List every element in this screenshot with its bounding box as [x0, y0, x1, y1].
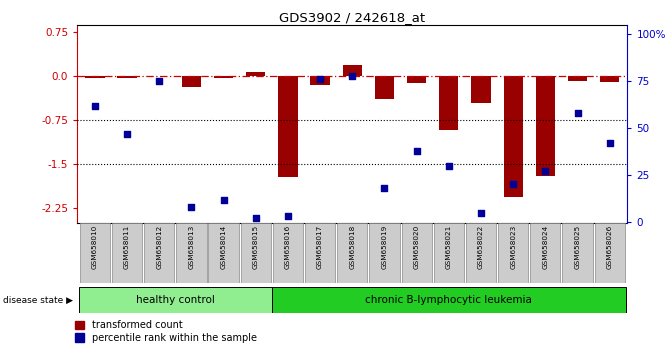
Bar [530, 223, 560, 283]
Text: GSM658020: GSM658020 [413, 225, 419, 269]
Bar [305, 223, 336, 283]
Bar [498, 223, 528, 283]
Bar [562, 223, 592, 283]
Point [540, 169, 551, 174]
Point [605, 140, 615, 146]
Text: chronic B-lymphocytic leukemia: chronic B-lymphocytic leukemia [366, 295, 532, 305]
Point [411, 148, 422, 154]
Bar [471, 76, 491, 103]
Point [379, 185, 390, 191]
Text: GSM658023: GSM658023 [510, 225, 516, 269]
Point [315, 76, 325, 82]
Bar [311, 76, 329, 85]
Bar [182, 76, 201, 87]
Point [250, 216, 261, 221]
Bar [535, 76, 555, 176]
Point [476, 210, 486, 216]
Point [186, 204, 197, 210]
Text: GSM658010: GSM658010 [92, 225, 98, 269]
Text: GSM658018: GSM658018 [350, 225, 355, 269]
Bar [568, 76, 587, 81]
Bar [241, 223, 271, 283]
Bar [466, 223, 496, 283]
Bar [503, 76, 523, 196]
Bar [85, 76, 105, 78]
Bar [407, 76, 426, 84]
Bar [343, 65, 362, 76]
Point [154, 78, 164, 84]
Bar [273, 223, 303, 283]
Legend: transformed count, percentile rank within the sample: transformed count, percentile rank withi… [75, 320, 257, 343]
Bar [117, 76, 137, 78]
Text: GSM658024: GSM658024 [542, 225, 548, 269]
Bar [369, 223, 399, 283]
Bar [600, 76, 619, 82]
Text: GSM658011: GSM658011 [124, 225, 130, 269]
Text: GSM658026: GSM658026 [607, 225, 613, 269]
Text: healthy control: healthy control [136, 295, 215, 305]
Text: GSM658016: GSM658016 [285, 225, 291, 269]
Point [121, 131, 132, 137]
Text: GSM658014: GSM658014 [221, 225, 227, 269]
Bar [112, 223, 142, 283]
Point [282, 213, 293, 219]
Point [508, 182, 519, 187]
Text: disease state ▶: disease state ▶ [3, 296, 73, 304]
Bar [272, 287, 626, 313]
Text: GSM658021: GSM658021 [446, 225, 452, 269]
Bar [401, 223, 431, 283]
Text: GSM658013: GSM658013 [189, 225, 195, 269]
Point [347, 73, 358, 78]
Bar [246, 72, 266, 76]
Bar [176, 223, 207, 283]
Bar [144, 223, 174, 283]
Point [218, 197, 229, 202]
Point [444, 163, 454, 169]
Text: GSM658012: GSM658012 [156, 225, 162, 269]
Bar [439, 76, 458, 130]
Bar [80, 223, 110, 283]
Text: GSM658025: GSM658025 [574, 225, 580, 269]
Point [572, 110, 583, 116]
Bar [79, 287, 272, 313]
Bar [209, 223, 239, 283]
Bar [337, 223, 368, 283]
Text: GSM658015: GSM658015 [253, 225, 259, 269]
Bar [375, 76, 394, 99]
Text: GSM658019: GSM658019 [381, 225, 387, 269]
Bar [278, 76, 297, 177]
Text: GSM658017: GSM658017 [317, 225, 323, 269]
Bar [214, 76, 234, 78]
Bar [433, 223, 464, 283]
Title: GDS3902 / 242618_at: GDS3902 / 242618_at [279, 11, 425, 24]
Text: GSM658022: GSM658022 [478, 225, 484, 269]
Bar [595, 223, 625, 283]
Point [89, 103, 100, 108]
